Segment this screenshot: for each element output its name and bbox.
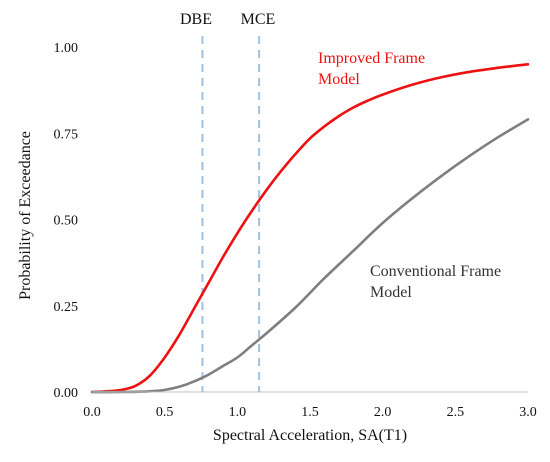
x-tick-label: 0.0 <box>83 405 101 420</box>
series-line-conventional <box>90 118 530 394</box>
y-tick-label: 0.50 <box>54 214 79 229</box>
x-axis-title: Spectral Acceleration, SA(T1) <box>213 427 407 444</box>
x-tick-label: 1.0 <box>229 405 247 420</box>
x-tick-labels: 0.0 0.5 1.0 1.5 2.0 2.5 3.0 <box>83 405 537 420</box>
x-tick-label: 2.5 <box>447 405 465 420</box>
y-tick-label: 0.25 <box>54 300 79 315</box>
x-tick-label: 3.0 <box>519 405 537 420</box>
reference-lines: DBE MCE <box>180 11 275 392</box>
x-tick-label: 1.5 <box>301 405 319 420</box>
y-tick-label: 0.00 <box>54 386 79 401</box>
reference-label-dbe: DBE <box>180 11 212 28</box>
y-tick-label: 1.00 <box>54 41 79 56</box>
y-tick-label: 0.75 <box>54 127 79 142</box>
reference-label-mce: MCE <box>241 11 276 28</box>
conventional-frame-label: Conventional Frame Model <box>370 263 501 301</box>
y-axis-title: Probability of Exceedance <box>17 131 34 300</box>
series-lines <box>90 63 530 394</box>
x-tick-label: 0.5 <box>156 405 174 420</box>
improved-frame-label: Improved Frame Model <box>318 50 425 88</box>
y-tick-labels: 0.00 0.25 0.50 0.75 1.00 <box>54 41 79 401</box>
series-labels: Improved Frame Model Conventional Frame Mod… <box>318 50 501 301</box>
x-tick-label: 2.0 <box>374 405 392 420</box>
series-line-improved <box>90 63 530 394</box>
